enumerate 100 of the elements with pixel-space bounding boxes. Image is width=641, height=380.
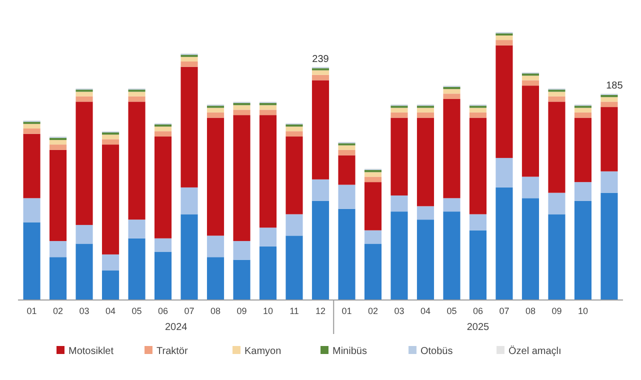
bar	[154, 238, 172, 252]
bar	[286, 214, 303, 236]
bar	[286, 136, 303, 214]
bar	[390, 108, 408, 112]
legend-label: Minibüs	[332, 346, 367, 357]
bar	[128, 238, 146, 300]
x-tick-label: 03	[79, 306, 90, 316]
bar	[574, 112, 592, 118]
legend-label: Kamyon	[244, 346, 282, 357]
bar	[443, 198, 460, 212]
bar	[496, 158, 513, 188]
bar	[233, 115, 250, 242]
bar	[233, 105, 250, 110]
x-tick-label: 06	[472, 306, 483, 316]
bar	[286, 126, 303, 132]
x-tick-label: 10	[263, 306, 274, 316]
bar	[496, 35, 513, 40]
bar	[312, 70, 330, 75]
bar	[233, 260, 250, 300]
bar	[338, 145, 356, 150]
bar	[416, 108, 434, 112]
bar	[364, 176, 382, 182]
bar	[23, 134, 40, 198]
bar	[469, 230, 487, 300]
bar	[522, 198, 540, 300]
bar	[548, 214, 566, 300]
bar	[338, 150, 356, 156]
x-tick-label: 05	[446, 306, 457, 316]
bar	[574, 200, 592, 300]
bar	[416, 220, 434, 300]
bar	[364, 244, 382, 300]
bar	[574, 108, 592, 112]
bar	[154, 136, 172, 238]
x-tick-label: 12	[315, 306, 326, 316]
text: 2025	[466, 322, 490, 333]
x-tick-label: 07	[184, 306, 194, 316]
bar	[600, 192, 618, 300]
x-tick-label: 01	[342, 306, 352, 316]
bar	[364, 172, 382, 177]
bar	[600, 102, 618, 108]
bar	[128, 96, 146, 102]
bar	[469, 108, 487, 112]
bar	[548, 92, 566, 96]
bar	[76, 244, 93, 300]
bar	[76, 96, 93, 102]
bar	[180, 56, 198, 62]
bar	[416, 112, 434, 118]
bar	[206, 118, 224, 236]
bar	[443, 89, 460, 94]
bar	[154, 126, 172, 132]
bar	[128, 92, 146, 96]
bar	[206, 236, 224, 258]
bar	[49, 138, 67, 140]
bar	[102, 270, 120, 300]
bar	[76, 92, 93, 96]
bar	[522, 176, 540, 198]
legend-label: Özel amaçlı	[508, 345, 562, 357]
bar	[390, 195, 408, 212]
bar	[548, 102, 566, 193]
bar	[416, 118, 434, 206]
x-tick-label: 03	[394, 306, 404, 316]
x-tick-label: 10	[578, 306, 588, 316]
bar	[23, 124, 40, 128]
bar	[496, 45, 513, 158]
bar	[49, 241, 67, 258]
bar	[390, 118, 408, 196]
legend-label: Traktör	[156, 346, 188, 357]
bar	[548, 96, 566, 102]
bar	[443, 99, 460, 198]
bar	[338, 184, 356, 209]
bar	[390, 112, 408, 118]
bar	[154, 252, 172, 300]
bar	[206, 112, 224, 118]
text: 2024	[165, 322, 188, 333]
bar	[600, 171, 618, 193]
bar	[259, 115, 277, 228]
bar	[180, 214, 198, 300]
bar	[102, 254, 120, 271]
bar	[180, 61, 198, 67]
x-tick-label: 02	[368, 306, 378, 316]
bar	[312, 179, 330, 201]
bar	[312, 74, 330, 80]
bar	[76, 102, 93, 225]
bar	[180, 66, 198, 188]
bar	[469, 118, 487, 214]
x-tick-label: 04	[420, 306, 430, 316]
bar	[443, 94, 460, 99]
bar	[49, 140, 67, 145]
bar	[496, 187, 513, 300]
bar	[469, 112, 487, 118]
x-tick-label: 01	[26, 306, 37, 316]
bar	[154, 124, 172, 127]
x-tick-label: 05	[132, 306, 142, 316]
x-tick-label: 06	[158, 306, 168, 316]
bar	[49, 257, 67, 300]
bar	[286, 131, 303, 137]
x-tick-label: 09	[552, 306, 562, 316]
x-tick-label: 09	[236, 306, 247, 316]
bar	[522, 86, 540, 177]
bar	[206, 257, 224, 300]
